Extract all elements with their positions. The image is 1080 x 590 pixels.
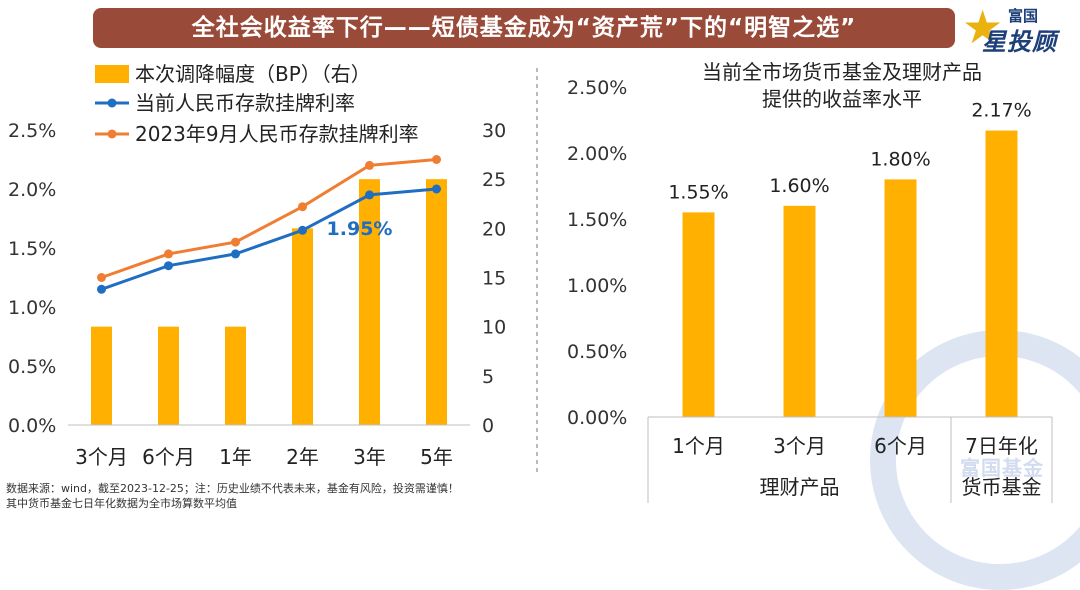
data-label-1: 1.60% [769, 175, 829, 197]
footnote: 数据来源：wind，截至2023-12-25；注：历史业绩不代表未来，基金有风险… [6, 481, 459, 511]
legend-marker-current [107, 98, 117, 108]
legend-label-sep2023: 2023年9月人民币存款挂牌利率 [135, 122, 419, 146]
right-y-tick-4: 2.00% [567, 143, 627, 165]
legend-swatch-bar [95, 65, 129, 83]
data-label-2: 1.80% [870, 148, 930, 170]
point-sep2023-rate-3 [298, 202, 307, 212]
point-sep2023-rate-2 [231, 237, 240, 247]
bar-adjustment-3 [292, 228, 313, 425]
left-y-tick-1: 0.5% [8, 356, 56, 378]
point-current-rate-1 [164, 261, 173, 271]
right-y-tick-4: 20 [482, 218, 506, 240]
right-y-tick-0: 0 [482, 415, 494, 437]
right-x-tick-3: 7日年化 [965, 434, 1038, 458]
left-x-tick-0: 3个月 [75, 445, 128, 469]
bar-yield-0 [682, 212, 715, 417]
charts-canvas: 0.0% 0.5% 1.0% 1.5% 2.0% 2.5% 0 5 10 15 20 25 30 3个月 6… [8, 60, 1053, 503]
right-y-tick-5: 25 [482, 169, 506, 191]
right-x-tick-line2-3: 货币基金 [962, 475, 1042, 499]
right-y-tick-1: 5 [482, 366, 494, 388]
logo-text-main: 星投顾 [982, 28, 1057, 56]
bar-adjustment-4 [359, 179, 380, 425]
point-current-rate-3 [298, 225, 307, 235]
right-y-tick-3: 15 [482, 268, 506, 290]
right-y-tick-2: 10 [482, 317, 506, 339]
left-y-tick-4: 2.0% [8, 179, 56, 201]
footnote-line-2: 其中货币基金七日年化数据为全市场算数平均值 [6, 497, 237, 510]
left-x-tick-2: 1年 [219, 445, 252, 469]
annotation-label-0: 1.95% [327, 218, 393, 240]
star-icon: ★ [962, 0, 1004, 54]
point-sep2023-rate-4 [365, 160, 374, 170]
legend-marker-sep2023 [107, 129, 117, 139]
point-sep2023-rate-5 [432, 155, 441, 164]
point-current-rate-2 [231, 249, 240, 259]
right-x-group-label: 理财产品 [760, 475, 840, 499]
bar-yield-3 [985, 130, 1018, 417]
brand-logo: ★ 富国 星投顾 [962, 2, 1074, 56]
bar-yield-1 [783, 205, 816, 417]
right-y-tick-1: 0.50% [567, 341, 627, 363]
logo-text-top: 富国 [1008, 7, 1039, 25]
right-chart-title: 当前全市场货币基金及理财产品 [702, 60, 982, 84]
left-y-tick-0: 0.0% [8, 415, 56, 437]
bar-adjustment-2 [225, 326, 246, 425]
point-current-rate-0 [97, 284, 106, 294]
right-x-tick-1: 3个月 [773, 434, 826, 458]
point-current-rate-5 [432, 184, 441, 194]
right-y-tick-6: 30 [482, 120, 506, 142]
page-title-banner: 全社会收益率下行——短债基金成为“资产荒”下的“明智之选” [93, 8, 955, 48]
line-sep2023-rate [101, 158, 437, 279]
line-current-rate [101, 187, 437, 291]
left-x-tick-5: 5年 [420, 445, 453, 469]
point-current-rate-4 [365, 190, 374, 200]
left-x-tick-3: 2年 [286, 445, 319, 469]
legend-label-current: 当前人民币存款挂牌利率 [135, 91, 355, 115]
legend-label-bar: 本次调降幅度（BP）（右） [135, 62, 371, 86]
bar-adjustment-5 [426, 179, 447, 425]
bar-yield-2 [884, 179, 917, 417]
left-y-tick-5: 2.5% [8, 120, 56, 142]
right-x-tick-2: 6个月 [874, 434, 927, 458]
left-y-tick-2: 1.0% [8, 297, 56, 319]
left-x-tick-1: 6个月 [142, 445, 195, 469]
point-sep2023-rate-0 [97, 273, 106, 282]
right-y-tick-5: 2.50% [567, 77, 627, 99]
right-x-tick-0: 1个月 [672, 434, 725, 458]
right-y-tick-0: 0.00% [567, 407, 627, 429]
right-y-tick-3: 1.50% [567, 209, 627, 231]
bar-adjustment-1 [158, 326, 179, 425]
right-y-tick-2: 1.00% [567, 275, 627, 297]
bar-adjustment-0 [91, 326, 112, 425]
data-label-0: 1.55% [668, 181, 728, 203]
left-x-tick-4: 3年 [353, 445, 386, 469]
right-chart-subtitle: 提供的收益率水平 [762, 87, 922, 111]
data-label-3: 2.17% [971, 100, 1031, 122]
footnote-line-1: 数据来源：wind，截至2023-12-25；注：历史业绩不代表未来，基金有风险… [6, 482, 459, 495]
point-sep2023-rate-1 [164, 249, 173, 259]
left-y-tick-3: 1.5% [8, 238, 56, 260]
watermark-text: 富国基金 [960, 456, 1044, 480]
